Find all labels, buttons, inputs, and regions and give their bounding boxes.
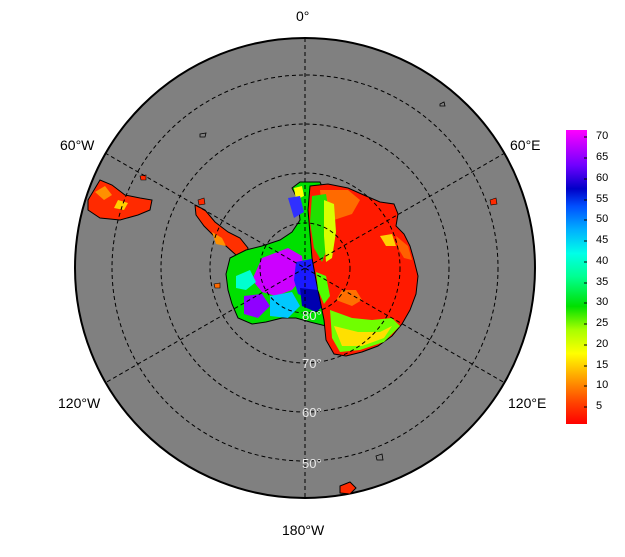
west-antarctica-cyan [236, 270, 256, 290]
lon-label-180: 180°W [282, 522, 325, 538]
colorbar-label: 20 [596, 338, 609, 350]
colorbar-label: 45 [596, 234, 609, 246]
island-south [339, 481, 357, 495]
colorbar-gradient [566, 130, 587, 424]
lon-label-0: 0° [296, 8, 310, 24]
colorbar-label: 10 [596, 379, 609, 391]
west-antarctica-cyan-band [270, 292, 300, 318]
east-antarctica-inner-orange [336, 290, 362, 306]
colorbar-label: 55 [596, 193, 609, 205]
colorbar-label: 35 [596, 276, 609, 288]
small-island [139, 174, 147, 181]
small-island [199, 132, 207, 138]
small-island [489, 197, 498, 206]
small-island [197, 197, 206, 206]
lat-label-70: 70° [302, 356, 322, 371]
south-america-highland [95, 186, 112, 200]
east-antarctica-coast-yellow [334, 326, 392, 346]
colorbar-label: 30 [596, 296, 609, 308]
east-antarctica-coast-yellow-2 [380, 234, 396, 246]
west-antarctica-yellow [294, 186, 304, 200]
lon-label-60w: 60°W [60, 137, 95, 153]
lon-label-60e: 60°E [510, 137, 541, 153]
colorbar-label: 70 [596, 130, 609, 142]
west-antarctica-purple [244, 294, 270, 318]
lat-label-50: 50° [302, 456, 322, 471]
small-island [439, 101, 446, 107]
lat-label-80: 80° [302, 308, 322, 323]
south-america-highland [114, 200, 128, 210]
colorbar-label: 40 [596, 255, 609, 267]
lat-label-60: 60° [302, 405, 322, 420]
small-island [375, 453, 384, 461]
lon-label-120e: 120°E [508, 395, 547, 411]
colorbar-label: 65 [596, 151, 609, 163]
colorbar-label: 25 [596, 317, 609, 329]
small-island [213, 282, 221, 289]
west-antarctica-blue-top [288, 196, 304, 218]
lon-label-120w: 120°W [58, 395, 101, 411]
colorbar-ticks [584, 136, 587, 408]
colorbar-label: 60 [596, 172, 609, 184]
colorbar-label: 15 [596, 359, 609, 371]
east-antarctica-east-orange [396, 236, 412, 260]
colorbar-label: 50 [596, 213, 609, 225]
colorbar-label: 5 [596, 400, 603, 412]
west-antarctica-magenta [252, 248, 304, 296]
